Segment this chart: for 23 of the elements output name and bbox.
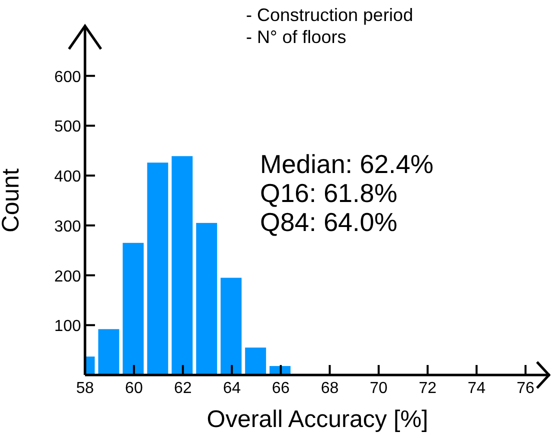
y-axis-title: Count [0,168,25,233]
x-tick-label: 68 [320,380,339,397]
x-tick-label: 72 [418,380,437,397]
x-tick-label: 66 [272,380,290,397]
x-tick-label: 70 [370,380,388,397]
x-tick-label: 64 [222,380,241,397]
x-tick-label: 62 [174,380,192,397]
x-tick-label: 58 [76,380,94,397]
y-tick-label: 600 [54,68,82,86]
y-tick-label: 100 [54,318,82,336]
x-tick-label: 74 [468,380,486,397]
y-tick-label: 200 [54,268,82,286]
annotation: - N° of floors [246,26,348,48]
y-tick-label: 400 [54,168,82,186]
text: - Construction period [246,4,414,26]
annotation: Median: 62.4% [260,149,434,179]
x-axis-title: Overall Accuracy [%] [206,406,428,433]
x-tick-label: 76 [516,380,535,397]
y-tick-label: 500 [54,118,82,136]
y-tick-label: 300 [54,218,82,236]
x-tick-label: 60 [125,380,143,397]
annotation: Q84: 64.0% [260,207,398,237]
annotation: Q16: 61.8% [260,178,398,208]
